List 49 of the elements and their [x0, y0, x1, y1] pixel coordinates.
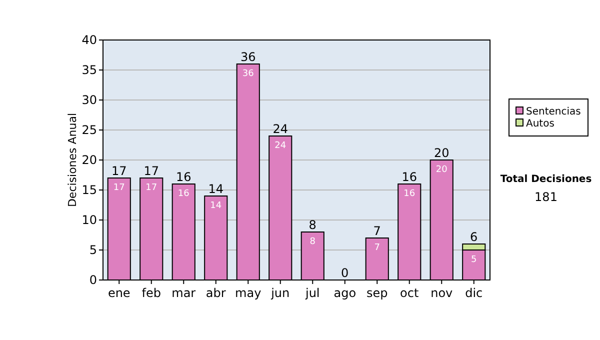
total-label: 17: [111, 164, 127, 178]
x-tick-label: feb: [142, 286, 161, 300]
data-label: 14: [210, 201, 222, 211]
x-tick-label: nov: [430, 286, 453, 300]
total-label: 16: [176, 170, 192, 184]
x-tick-label: oct: [400, 286, 419, 300]
y-tick-label: 5: [89, 243, 97, 258]
total-label: 17: [144, 164, 160, 178]
data-label: 7: [374, 243, 380, 253]
total-label: 0: [341, 266, 349, 280]
data-label: 16: [178, 189, 190, 199]
x-tick-label: jul: [304, 286, 320, 300]
legend-label: Autos: [526, 118, 554, 130]
x-tick-label: jun: [270, 286, 290, 300]
total-label: 20: [434, 146, 450, 160]
x-tick-label: sep: [366, 286, 388, 300]
x-tick-label: abr: [206, 286, 226, 300]
total-label: 36: [240, 50, 256, 64]
x-tick-label: ene: [108, 286, 130, 300]
y-tick-label: 40: [82, 33, 97, 48]
y-tick-label: 25: [82, 123, 97, 138]
total-label: 6: [470, 230, 478, 244]
y-tick-label: 10: [82, 213, 97, 228]
y-tick-label: 35: [82, 63, 97, 78]
data-label: 17: [113, 183, 125, 193]
y-axis-title: Decisiones Anual: [66, 112, 79, 208]
total-label: 8: [308, 218, 316, 232]
total-label: 24: [272, 122, 288, 136]
total-label: 16: [402, 170, 418, 184]
data-label: 20: [436, 165, 448, 175]
text: 181: [534, 190, 558, 204]
data-label: 8: [310, 237, 316, 247]
text: Total Decisiones: [500, 174, 592, 185]
total-label: 14: [208, 182, 224, 196]
y-tick-label: 15: [82, 183, 97, 198]
data-label: 17: [146, 183, 158, 193]
legend-label: Sentencias: [526, 106, 581, 118]
data-label: 36: [242, 69, 254, 79]
data-label: 16: [404, 189, 416, 199]
y-tick-label: 30: [82, 93, 97, 108]
data-label: 24: [274, 141, 286, 151]
y-tick-label: 0: [89, 273, 97, 288]
total-label: 7: [373, 224, 381, 238]
x-tick-label: dic: [465, 286, 483, 300]
x-tick-label: may: [235, 286, 262, 300]
x-tick-label: ago: [334, 286, 356, 300]
y-tick-label: 20: [82, 153, 97, 168]
x-tick-label: mar: [172, 286, 196, 300]
data-label: 5: [471, 255, 477, 265]
